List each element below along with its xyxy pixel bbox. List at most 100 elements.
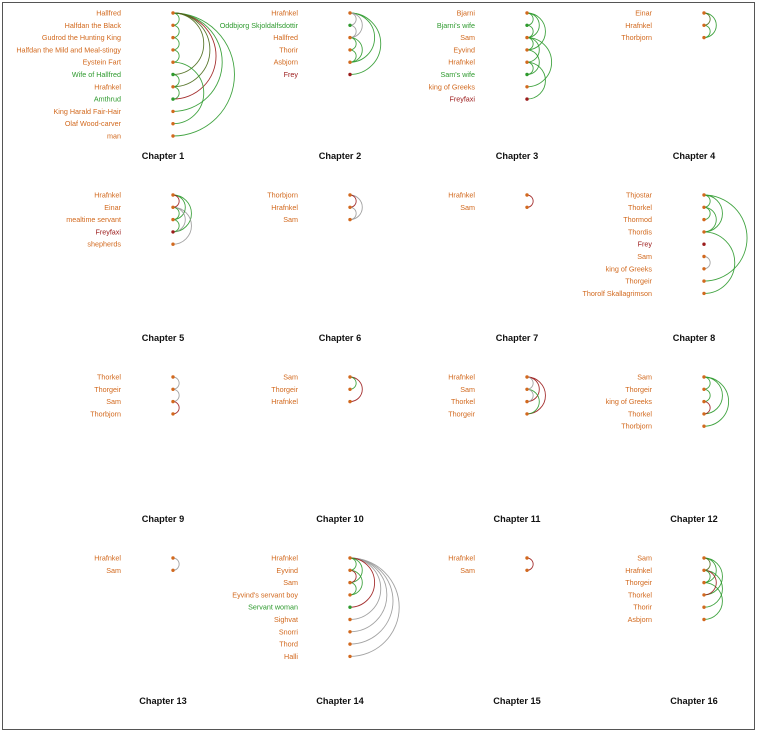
node-dot xyxy=(171,230,175,234)
link-arc xyxy=(172,206,192,245)
node-label: Hrafnkel xyxy=(271,203,298,212)
node-label: Amthrud xyxy=(94,95,121,104)
node-dot xyxy=(525,375,529,379)
node-label: Wife of Hallfred xyxy=(72,70,121,79)
chapter-title: Chapter 13 xyxy=(139,696,187,706)
link-arc xyxy=(349,12,382,75)
chapter-panel: Hrafnkel Sam Thorkel Thorgeir Chapter 11 xyxy=(448,373,546,524)
chapter-panel: Sam Thorgeir Hrafnkel Chapter 10 xyxy=(271,373,364,525)
chapter-title: Chapter 2 xyxy=(319,151,361,161)
chapter-panel: Hrafnkel Oddbjorg Skjoldalfsdottir Hallfre… xyxy=(220,9,382,161)
node-label: Einar xyxy=(635,9,652,18)
node-dot xyxy=(702,568,706,572)
node-label: Thorgeir xyxy=(625,578,652,587)
link-arc xyxy=(349,12,363,39)
node-label: Einar xyxy=(104,203,121,212)
link-arc xyxy=(172,194,192,233)
node-label: Thormod xyxy=(623,215,652,224)
node-dot xyxy=(348,568,352,572)
node-dot xyxy=(348,556,352,560)
node-dot xyxy=(702,412,706,416)
link-arc xyxy=(172,12,235,137)
node-label: Hrafnkel xyxy=(94,554,121,563)
node-dot xyxy=(171,109,175,114)
node-label: Thord xyxy=(279,640,298,649)
link-arc xyxy=(349,49,357,63)
link-arc xyxy=(526,12,540,39)
link-arc xyxy=(349,206,357,221)
link-arc xyxy=(703,194,711,208)
node-dot xyxy=(348,375,352,379)
node-dot xyxy=(348,23,352,27)
node-dot xyxy=(171,399,175,404)
chapter-panel: Hallfred Halfdan the Black Gudrod the Hunt… xyxy=(16,9,235,161)
chapter-title: Chapter 10 xyxy=(316,514,364,524)
node-dot xyxy=(525,72,529,77)
link-arc xyxy=(703,194,723,233)
node-label: Sam xyxy=(283,373,298,382)
node-label: Hrafnkel xyxy=(94,82,121,91)
link-arc xyxy=(172,12,223,112)
link-arc xyxy=(526,376,540,403)
node-label: Thorir xyxy=(279,45,298,54)
chapter-title: Chapter 16 xyxy=(670,696,718,706)
node-label: Thorbjorn xyxy=(621,422,652,431)
chapter-title: Chapter 1 xyxy=(142,151,184,161)
node-label: Snorri xyxy=(279,627,299,636)
node-label: Sam xyxy=(637,554,652,563)
link-arc xyxy=(172,74,180,88)
node-dot xyxy=(171,387,175,391)
node-label: Sam xyxy=(106,397,121,406)
node-label: king of Greeks xyxy=(429,82,476,91)
link-arc xyxy=(703,557,717,584)
node-label: Sam xyxy=(460,566,475,575)
link-arc xyxy=(349,557,357,571)
link-arc xyxy=(526,12,546,51)
node-dot xyxy=(348,605,352,609)
node-label: Eyvind xyxy=(453,45,475,54)
link-arc xyxy=(172,86,180,100)
link-arc xyxy=(349,557,363,584)
link-arc xyxy=(349,569,357,584)
link-arc xyxy=(703,582,723,620)
link-arc xyxy=(526,376,546,415)
chapter-title: Chapter 7 xyxy=(496,333,538,343)
link-arc xyxy=(172,219,180,233)
node-dot xyxy=(171,217,175,222)
link-arc xyxy=(526,388,540,415)
node-label: Sam xyxy=(283,215,298,224)
link-arc xyxy=(526,49,540,75)
link-arc xyxy=(526,194,534,208)
link-arc xyxy=(349,12,357,26)
node-dot xyxy=(702,279,706,283)
node-label: king of Greeks xyxy=(606,264,653,273)
node-dot xyxy=(702,375,706,379)
node-dot xyxy=(525,568,529,572)
node-dot xyxy=(525,387,529,391)
link-arc xyxy=(172,61,205,125)
chapter-title: Chapter 3 xyxy=(496,151,538,161)
link-arc xyxy=(526,388,534,403)
link-arc xyxy=(172,557,180,571)
node-dot xyxy=(171,11,175,15)
link-arc xyxy=(349,582,357,596)
node-label: Freyfaxi xyxy=(449,95,475,104)
node-dot xyxy=(702,399,706,404)
chapter-title: Chapter 5 xyxy=(142,333,184,343)
link-arc xyxy=(172,194,180,208)
node-label: Thorgeir xyxy=(448,409,475,418)
link-arc xyxy=(172,401,180,415)
node-dot xyxy=(348,35,352,40)
node-label: Hrafnkel xyxy=(448,191,475,200)
link-arc xyxy=(172,206,186,233)
node-label: Halfdan the Mild and Meal-stingy xyxy=(16,45,121,54)
node-label: Eyvind's servant boy xyxy=(232,590,298,599)
node-dot xyxy=(348,72,352,77)
node-label: Thordis xyxy=(628,227,652,236)
node-dot xyxy=(702,23,706,27)
node-dot xyxy=(525,399,529,404)
link-arc xyxy=(172,12,211,88)
node-dot xyxy=(171,60,175,64)
link-arc xyxy=(172,24,180,39)
link-arc xyxy=(349,557,382,620)
